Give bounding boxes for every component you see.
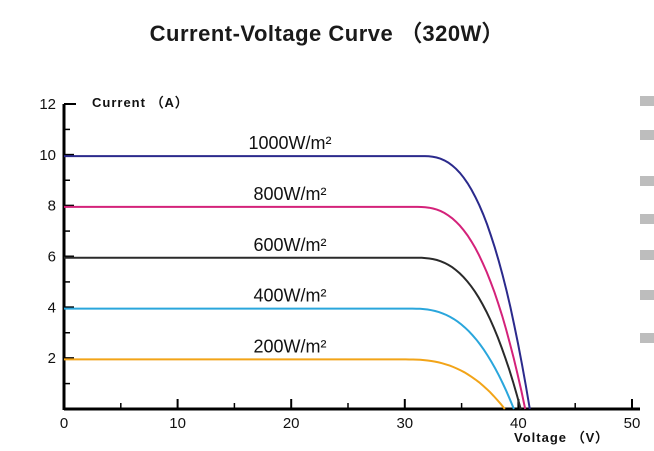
y-tick-label: 2 <box>48 350 56 367</box>
x-tick-label: 20 <box>283 415 300 432</box>
x-tick-label: 0 <box>60 415 68 432</box>
edge-marks <box>640 96 654 343</box>
x-axis-label: Voltage （V） <box>514 430 609 445</box>
curve-label: 1000W/m² <box>248 133 331 153</box>
x-tick-label: 30 <box>396 415 413 432</box>
curve-label: 600W/m² <box>253 235 326 255</box>
curve-label: 200W/m² <box>253 336 326 356</box>
chart-title: Current-Voltage Curve （320W） <box>149 21 505 46</box>
y-axis-label: Current （A） <box>92 95 189 110</box>
iv-curve <box>64 256 522 410</box>
iv-curve <box>64 358 506 410</box>
iv-curve <box>64 307 515 410</box>
curve-label: 800W/m² <box>253 184 326 204</box>
x-tick-label: 50 <box>624 415 641 432</box>
iv-curve <box>64 205 527 410</box>
y-tick-label: 4 <box>48 299 56 316</box>
y-tick-label: 6 <box>48 249 56 266</box>
y-tick-label: 10 <box>39 147 56 164</box>
x-tick-label: 40 <box>510 415 527 432</box>
x-tick-label: 10 <box>169 415 186 432</box>
curve-label: 400W/m² <box>253 286 326 306</box>
y-tick-label: 8 <box>48 198 56 215</box>
y-tick-label: 12 <box>39 96 56 113</box>
iv-curve <box>64 155 531 410</box>
